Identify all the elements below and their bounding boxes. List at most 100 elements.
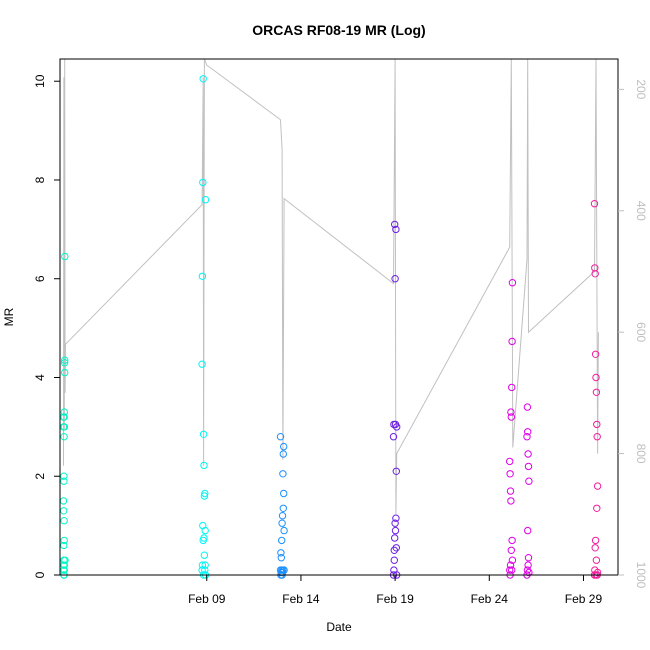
data-point bbox=[278, 536, 286, 545]
data-point bbox=[200, 492, 209, 500]
data-point bbox=[199, 178, 207, 187]
data-point bbox=[507, 408, 515, 416]
y2-tick-label: 200 bbox=[634, 79, 648, 99]
data-point bbox=[201, 561, 209, 569]
data-point bbox=[591, 536, 600, 545]
data-point bbox=[523, 433, 531, 441]
data-point bbox=[592, 373, 600, 382]
data-point bbox=[60, 408, 69, 416]
data-point bbox=[392, 225, 400, 234]
data-point bbox=[390, 556, 398, 564]
data-point bbox=[524, 462, 533, 471]
data-point bbox=[525, 477, 533, 485]
data-point bbox=[391, 220, 399, 229]
data-point bbox=[592, 388, 601, 396]
data-point bbox=[508, 337, 516, 346]
data-point bbox=[391, 534, 399, 542]
data-point bbox=[200, 551, 209, 559]
y-axis-label: MR bbox=[2, 307, 16, 326]
data-point bbox=[593, 504, 601, 512]
data-point bbox=[591, 544, 599, 552]
data-point bbox=[592, 556, 601, 564]
data-point bbox=[393, 423, 401, 431]
data-point bbox=[391, 519, 399, 527]
data-point bbox=[60, 356, 69, 364]
data-point bbox=[506, 457, 514, 466]
data-point bbox=[524, 526, 532, 535]
data-point bbox=[389, 433, 398, 441]
data-point bbox=[278, 512, 287, 520]
y2-tick-label: 600 bbox=[634, 322, 648, 342]
data-point bbox=[591, 270, 599, 278]
data-point bbox=[201, 489, 209, 498]
y2-tick-label: 800 bbox=[634, 444, 648, 464]
data-point bbox=[506, 566, 514, 574]
data-point bbox=[590, 200, 599, 208]
x-tick-label: Feb 14 bbox=[282, 592, 320, 606]
data-point bbox=[507, 413, 515, 421]
x-axis-label: Date bbox=[326, 620, 352, 634]
data-point bbox=[524, 561, 532, 569]
y-tick-label: 8 bbox=[33, 176, 47, 183]
data-point bbox=[60, 472, 68, 480]
data-point bbox=[60, 368, 69, 377]
data-point bbox=[392, 467, 400, 475]
data-point bbox=[507, 546, 515, 554]
data-point bbox=[277, 549, 285, 557]
x-tick-label: Feb 19 bbox=[376, 592, 414, 606]
y-tick-label: 4 bbox=[33, 374, 47, 381]
y2-tick-label: 400 bbox=[634, 201, 648, 221]
data-point bbox=[200, 534, 208, 542]
data-point bbox=[61, 556, 69, 564]
data-point bbox=[390, 546, 398, 554]
data-point bbox=[60, 477, 68, 485]
data-point bbox=[591, 350, 600, 358]
data-point bbox=[524, 450, 532, 458]
data-point bbox=[593, 420, 601, 429]
data-point bbox=[201, 196, 210, 204]
x-tick-label: Feb 29 bbox=[565, 592, 603, 606]
y-tick-label: 0 bbox=[33, 571, 47, 578]
data-point bbox=[524, 554, 533, 562]
data-point bbox=[60, 359, 69, 367]
data-point bbox=[391, 275, 399, 283]
x-tick-label: Feb 09 bbox=[188, 592, 226, 606]
data-point bbox=[506, 561, 515, 569]
data-point bbox=[508, 279, 517, 287]
data-point bbox=[506, 470, 514, 478]
data-point bbox=[199, 430, 208, 438]
data-point bbox=[60, 541, 68, 550]
data-point bbox=[60, 413, 68, 421]
data-point bbox=[391, 526, 400, 535]
data-point bbox=[508, 536, 516, 545]
data-point bbox=[524, 428, 532, 436]
y2-tick-label: 1000 bbox=[634, 562, 648, 589]
y-tick-label: 6 bbox=[33, 275, 47, 282]
data-point bbox=[593, 568, 602, 577]
plot-area: 0 2 4 6 8 10 200 400 600 800 1000 Feb 09 Feb 14 Feb 1… bbox=[33, 58, 648, 606]
data-point bbox=[506, 487, 515, 495]
data-point bbox=[523, 403, 532, 411]
data-point bbox=[198, 360, 206, 368]
data-point bbox=[60, 433, 68, 441]
y-tick-label: 10 bbox=[33, 74, 47, 88]
data-point bbox=[279, 450, 287, 458]
chart-title: ORCAS RF08-19 MR (Log) bbox=[252, 22, 425, 38]
data-point bbox=[60, 536, 68, 545]
data-point bbox=[200, 461, 208, 470]
data-point bbox=[280, 442, 288, 451]
y-tick-label: 2 bbox=[33, 473, 47, 480]
data-point bbox=[199, 75, 207, 83]
data-point bbox=[61, 252, 69, 261]
x-tick-label: Feb 24 bbox=[471, 592, 509, 606]
data-point bbox=[201, 566, 209, 574]
data-point bbox=[392, 514, 400, 522]
data-point bbox=[201, 526, 209, 535]
data-point bbox=[280, 489, 288, 498]
pressure-trace-line bbox=[63, 58, 599, 515]
data-point bbox=[277, 554, 285, 562]
data-point bbox=[279, 470, 287, 478]
data-point bbox=[60, 561, 69, 569]
data-point bbox=[60, 423, 69, 431]
